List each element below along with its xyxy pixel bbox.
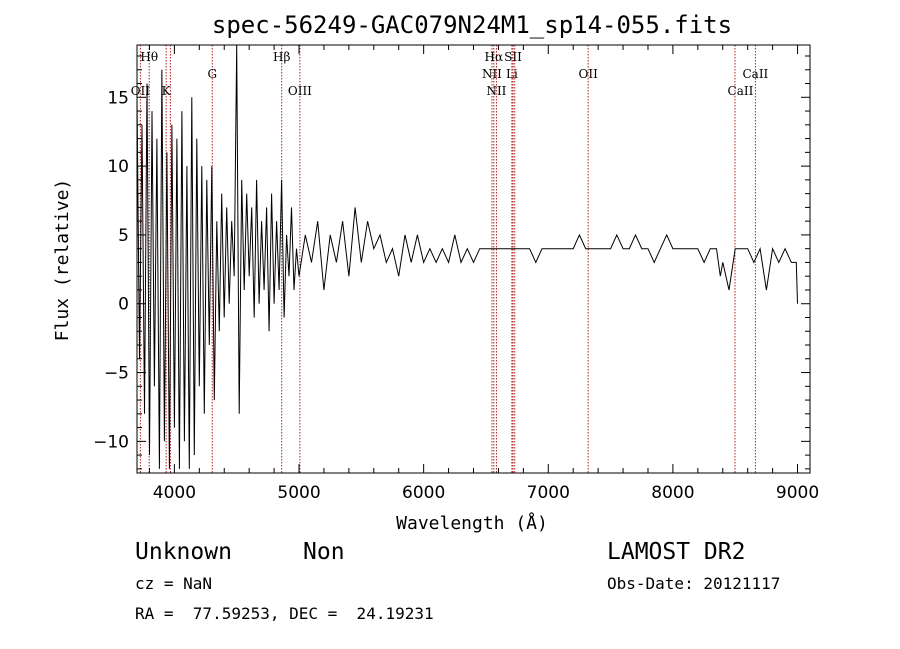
x-axis-label: Wavelength (Å) (396, 512, 548, 534)
observation-date: Obs-Date: 20121117 (607, 574, 781, 593)
survey-name: LAMOST DR2 (607, 539, 746, 565)
spectral-line-label: NII (482, 67, 502, 81)
spectral-line-label: CaII (742, 67, 768, 81)
y-tick-label: 0 (118, 295, 129, 315)
y-axis-label: Flux (relative) (52, 179, 73, 342)
spectral-line-label: OIII (288, 84, 312, 98)
y-tick-label: 15 (107, 88, 129, 108)
spectral-line-label: Hα (485, 50, 504, 64)
x-tick-label: 7000 (527, 483, 570, 503)
coordinates-readout: RA = 77.59253, DEC = 24.19231 (135, 604, 434, 623)
chart-title: spec-56249-GAC079N24M1_sp14-055.fits (212, 11, 732, 39)
spectral-line-label: SII (504, 50, 522, 64)
spectral-line-label: CaII (728, 84, 754, 98)
x-axis-ticks: 4000 5000 6000 7000 8000 9000 (148, 45, 819, 503)
spectral-line-label: K (162, 84, 172, 98)
y-tick-label: 5 (118, 226, 129, 246)
spectral-line-label: OII (578, 67, 598, 81)
x-tick-label: 9000 (776, 483, 819, 503)
spectral-line-label: Hθ (140, 50, 158, 64)
spectral-line-markers (139, 45, 756, 473)
x-tick-label: 6000 (402, 483, 445, 503)
y-axis-ticks: −10 −5 0 5 10 15 (93, 55, 810, 470)
spectral-line-label: OII (131, 84, 151, 98)
redshift-readout: cz = NaN (135, 574, 213, 593)
x-tick-label: 4000 (153, 483, 196, 503)
spectral-line-label: Li (506, 67, 518, 81)
spectrum-series-line (136, 44, 798, 469)
object-subclass: Non (303, 539, 345, 565)
y-tick-label: 10 (107, 157, 129, 177)
y-tick-label: −5 (104, 364, 129, 384)
object-class: Unknown (135, 539, 232, 565)
x-tick-label: 8000 (651, 483, 694, 503)
spectral-line-label: G (207, 67, 217, 81)
y-tick-label: −10 (93, 432, 129, 452)
x-tick-label: 5000 (277, 483, 320, 503)
spectral-line-label: NII (486, 84, 506, 98)
spectral-line-label: Hβ (273, 50, 290, 64)
